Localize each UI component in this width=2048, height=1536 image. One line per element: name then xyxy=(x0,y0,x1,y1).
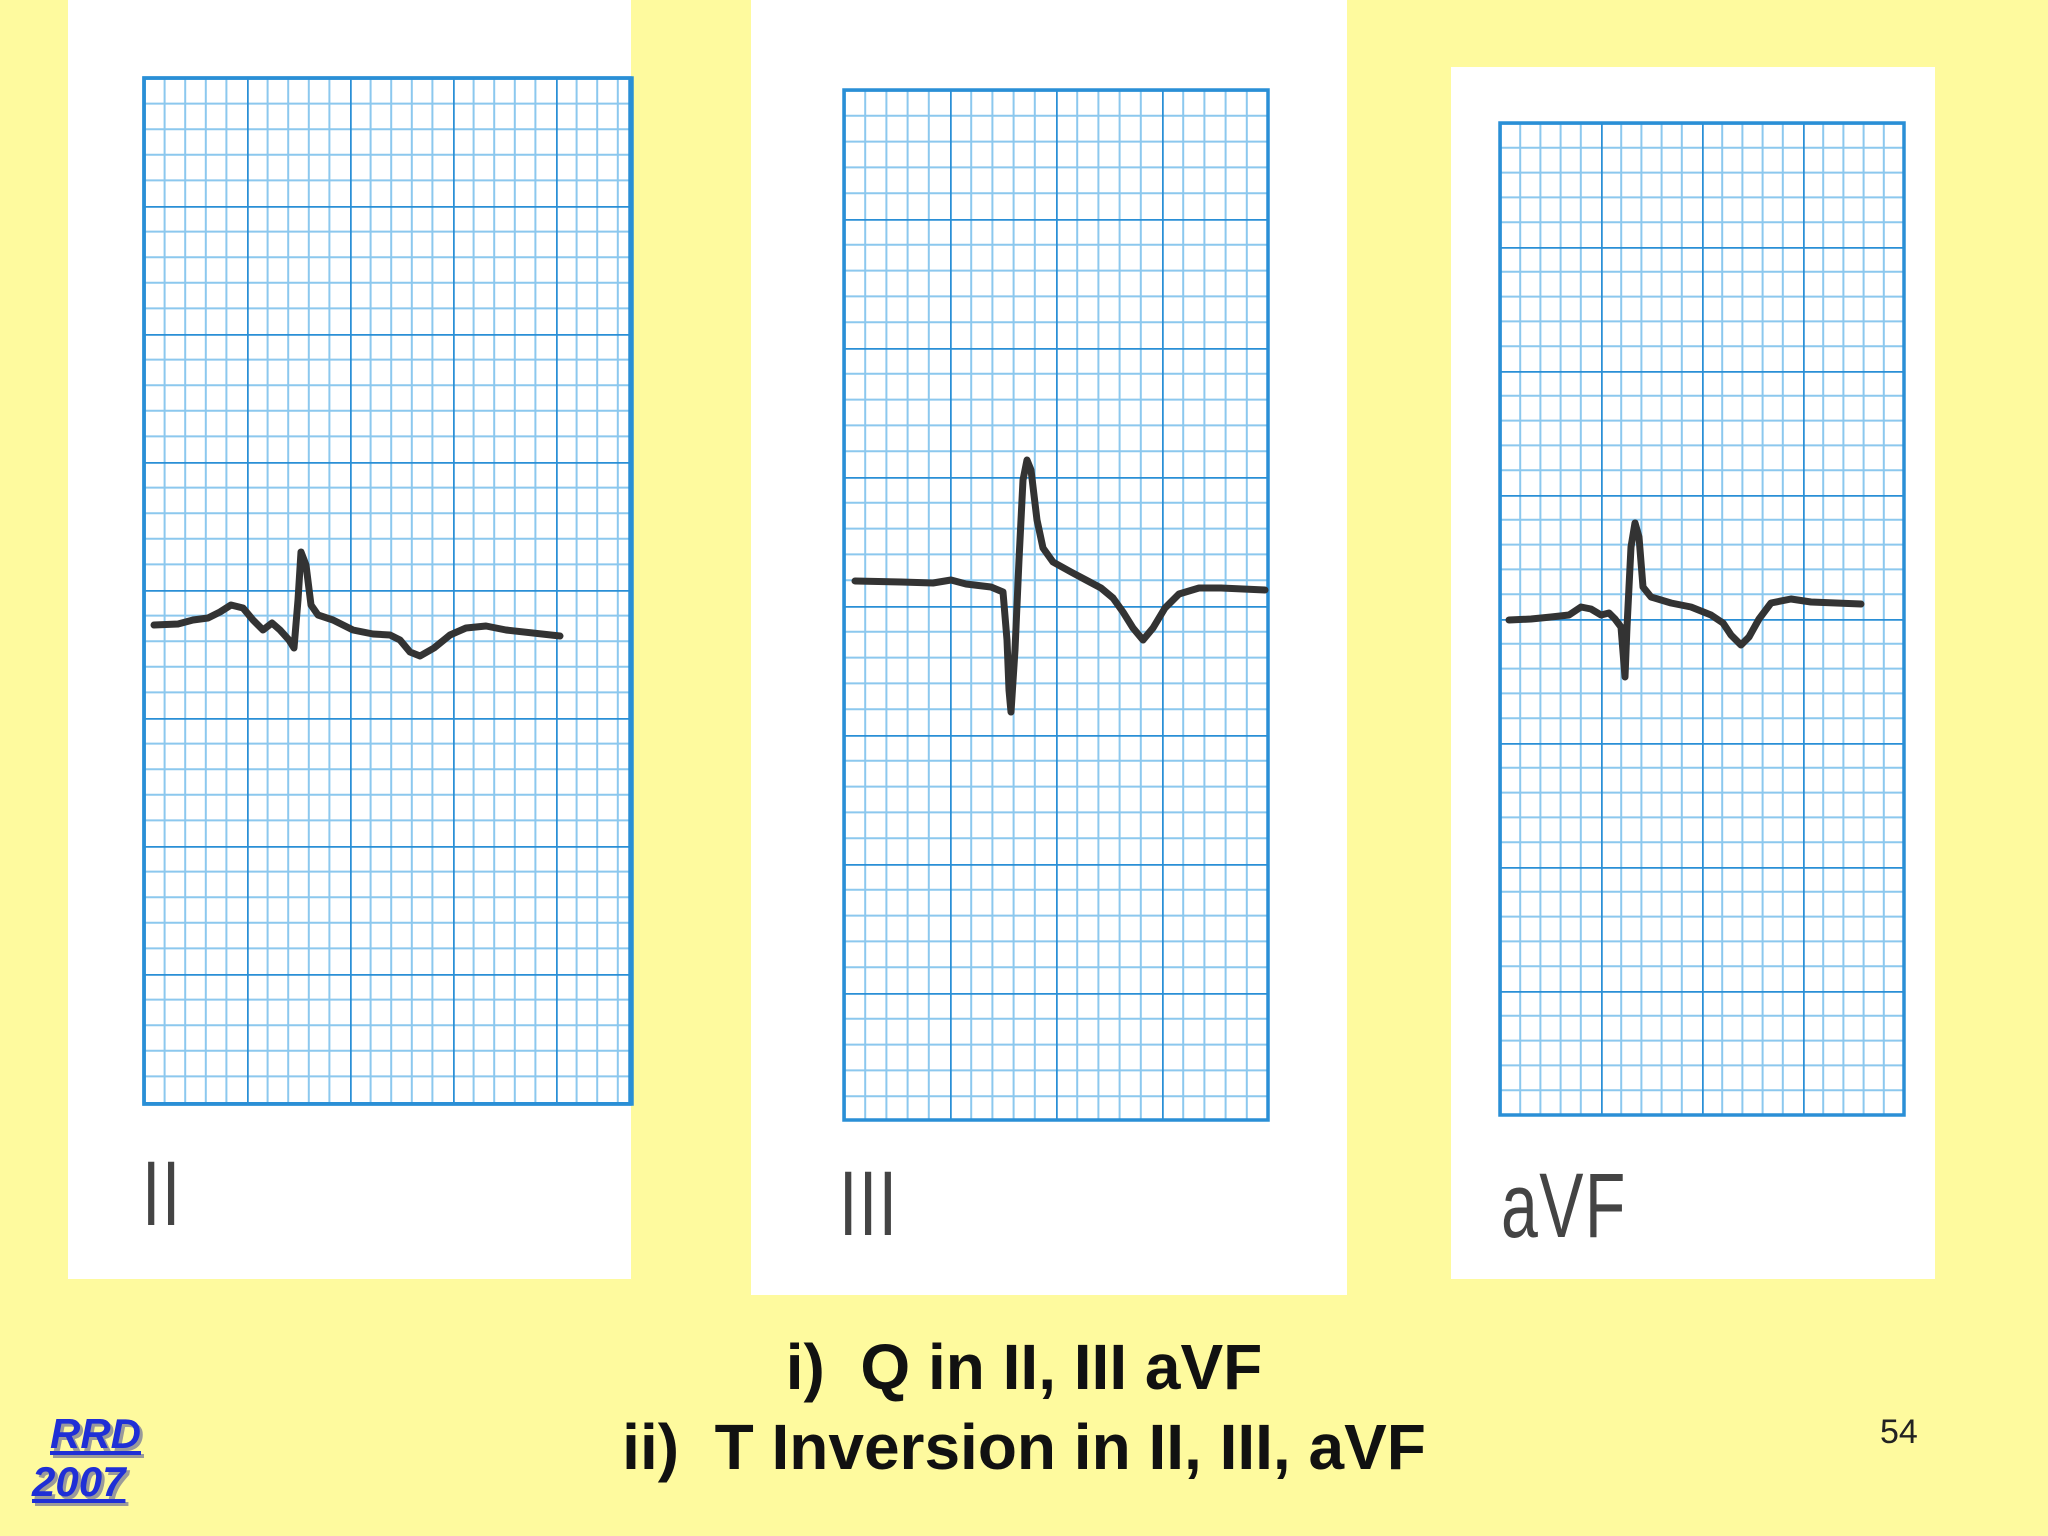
logo-line-2: 2007 xyxy=(32,1458,126,1505)
rrd-logo: RRD 2007 xyxy=(32,1410,172,1506)
ecg-trace-lead-ii xyxy=(150,548,564,660)
ecg-grid-lead-ii xyxy=(142,76,634,1106)
lead-label-iii: III xyxy=(839,1153,899,1255)
lead-label-ii: II xyxy=(142,1143,182,1245)
page-number: 54 xyxy=(1880,1413,1918,1451)
ecg-strip-lead-avf xyxy=(1498,121,1906,1117)
ecg-panel-lead-ii: II xyxy=(68,0,634,1279)
ecg-strip-lead-iii xyxy=(842,88,1270,1122)
caption-line-1: i) Q in II, III aVF xyxy=(785,1331,1263,1403)
ecg-trace-lead-avf xyxy=(1505,519,1865,681)
ecg-panel-lead-avf: aVF xyxy=(1451,67,1935,1279)
ecg-grid-lead-avf xyxy=(1500,123,1904,1115)
lead-label-avf: aVF xyxy=(1501,1155,1627,1257)
ecg-strip-lead-ii xyxy=(142,76,634,1106)
ecg-grid-lead-iii xyxy=(844,90,1268,1120)
ecg-trace-lead-iii xyxy=(851,456,1269,716)
logo-line-1: RRD xyxy=(50,1410,141,1457)
caption-line-2: ii) T Inversion in II, III, aVF xyxy=(622,1411,1426,1483)
ecg-panel-lead-iii: III xyxy=(751,0,1347,1295)
